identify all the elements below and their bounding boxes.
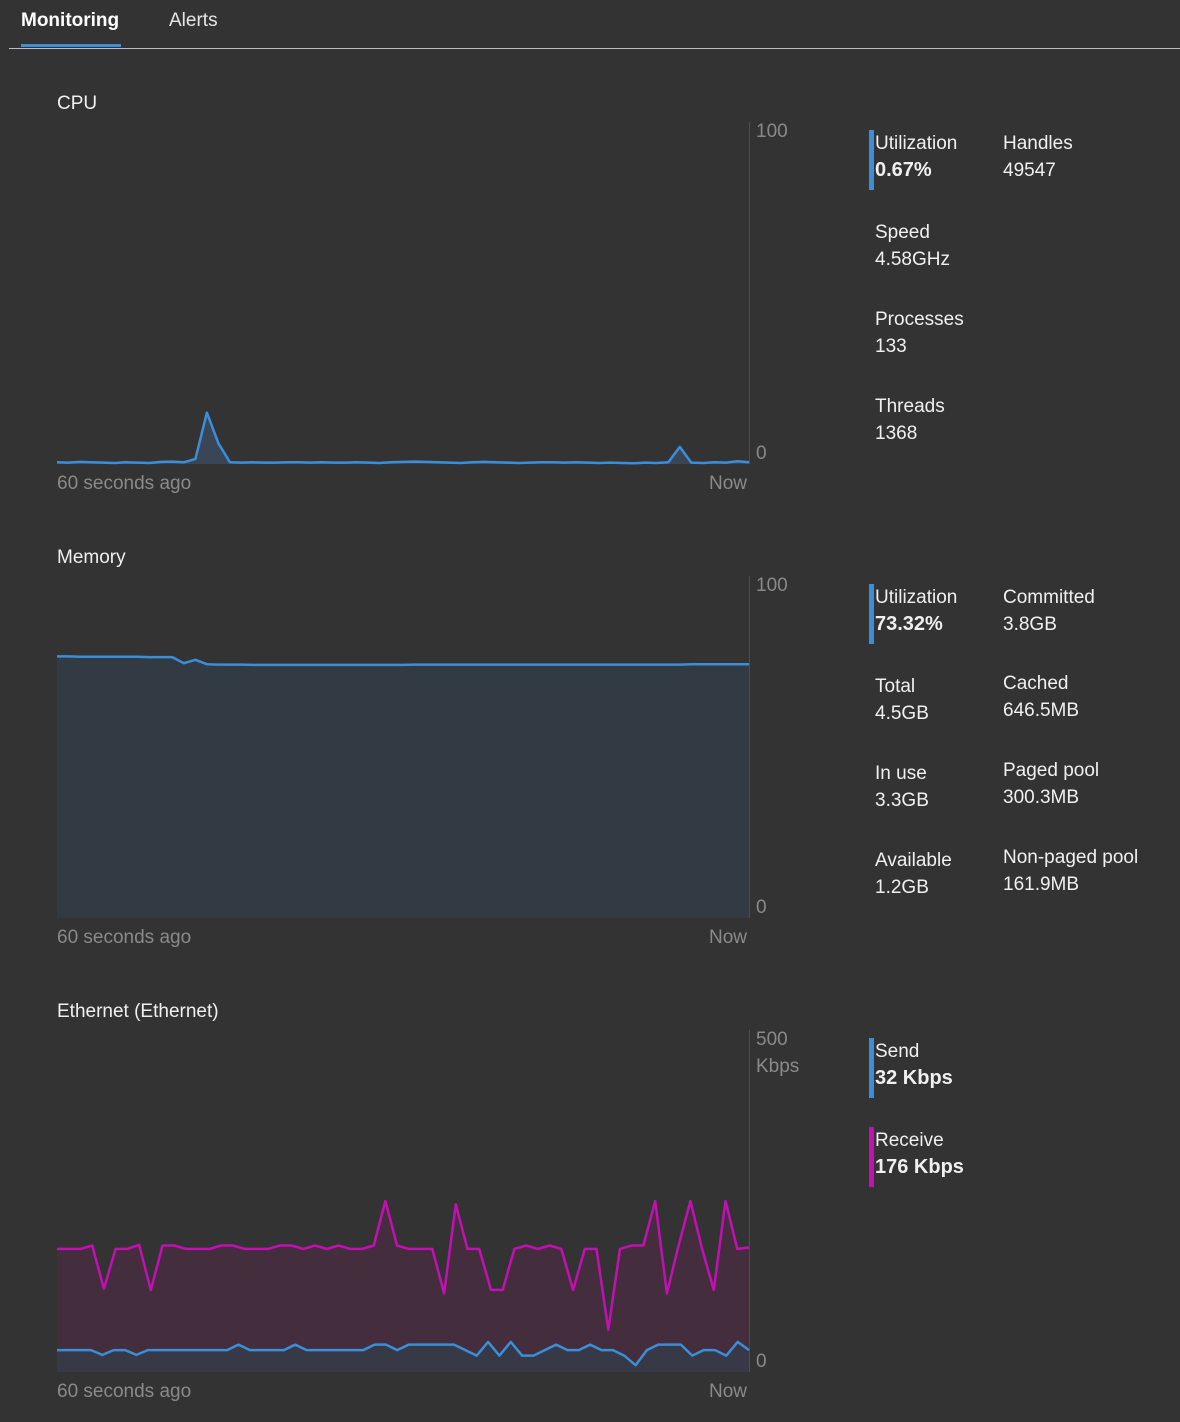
cpu-y-max-label: 100 xyxy=(756,121,788,142)
ethernet-send-accent xyxy=(869,1038,874,1098)
tab-bar: Monitoring Alerts xyxy=(9,0,1180,49)
ethernet-receive-stat: Receive 176 Kbps xyxy=(869,1127,964,1187)
ethernet-section-title: Ethernet (Ethernet) xyxy=(57,1001,219,1022)
cpu-utilization-area xyxy=(57,412,749,464)
stat-label: Utilization xyxy=(875,587,958,608)
cpu-chart xyxy=(56,122,750,465)
cpu-x-end-label: Now xyxy=(709,473,748,494)
stat-label: In use xyxy=(875,763,927,784)
ethernet-x-end-label: Now xyxy=(709,1381,748,1402)
stat-value: 4.58GHz xyxy=(875,249,950,270)
ethernet-receive-accent xyxy=(869,1127,874,1187)
cpu-x-start-label: 60 seconds ago xyxy=(57,473,192,494)
cpu-threads-stat: Threads 1368 xyxy=(875,393,945,447)
stat-label: Committed xyxy=(1003,587,1095,608)
stat-label: Non-paged pool xyxy=(1003,847,1139,868)
memory-paged-pool-stat: Paged pool 300.3MB xyxy=(1003,757,1099,811)
cpu-section-title: CPU xyxy=(57,93,98,114)
memory-available-stat: Available 1.2GB xyxy=(875,847,952,901)
tab-monitoring[interactable]: Monitoring xyxy=(21,10,120,31)
ethernet-send-stat: Send 32 Kbps xyxy=(869,1038,953,1098)
stat-label: Total xyxy=(875,676,916,697)
memory-x-start-label: 60 seconds ago xyxy=(57,927,192,948)
memory-utilization-area xyxy=(57,656,749,918)
memory-utilization-stat: Utilization 73.32% xyxy=(869,584,958,644)
ethernet-y-max-label: 500 xyxy=(756,1029,788,1050)
memory-chart-svg xyxy=(57,576,750,918)
ethernet-y-unit-label: Kbps xyxy=(756,1056,800,1077)
cpu-y-min-label: 0 xyxy=(756,443,767,464)
stat-value: 1.2GB xyxy=(875,877,929,898)
stat-value: 3.8GB xyxy=(1003,614,1057,635)
memory-y-min-label: 0 xyxy=(756,897,767,918)
ethernet-send-line xyxy=(57,1340,750,1367)
stat-label: Processes xyxy=(875,309,964,330)
memory-utilization-accent xyxy=(869,584,874,644)
ethernet-chart xyxy=(57,1030,750,1372)
stat-label: Paged pool xyxy=(1003,760,1100,781)
stat-value: 3.3GB xyxy=(875,790,929,811)
stat-value: 133 xyxy=(875,336,907,357)
memory-in-use-stat: In use 3.3GB xyxy=(875,760,929,814)
ethernet-receive-area xyxy=(57,1201,749,1372)
stat-value: 4.5GB xyxy=(875,703,929,724)
ethernet-receive-line xyxy=(57,1199,750,1331)
cpu-speed-stat: Speed 4.58GHz xyxy=(875,219,950,273)
ethernet-x-start-label: 60 seconds ago xyxy=(57,1381,192,1402)
cpu-utilization-line xyxy=(56,411,750,465)
stat-value: 646.5MB xyxy=(1003,700,1080,721)
stat-value: 300.3MB xyxy=(1003,787,1080,808)
active-tab-indicator xyxy=(21,44,121,47)
memory-total-stat: Total 4.5GB xyxy=(875,673,929,727)
ethernet-y-min-label: 0 xyxy=(756,1351,767,1372)
stat-value: 32 Kbps xyxy=(875,1067,953,1089)
stat-label: Cached xyxy=(1003,673,1069,694)
stat-label: Utilization xyxy=(875,133,958,154)
ethernet-chart-svg xyxy=(57,1030,750,1372)
memory-x-end-label: Now xyxy=(709,927,748,948)
tab-alerts[interactable]: Alerts xyxy=(169,10,218,31)
stat-label: Handles xyxy=(1003,133,1073,154)
stat-value: 161.9MB xyxy=(1003,874,1080,895)
stat-value: 1368 xyxy=(875,423,918,444)
cpu-processes-stat: Processes 133 xyxy=(875,306,964,360)
memory-non-paged-pool-stat: Non-paged pool 161.9MB xyxy=(1003,844,1138,898)
cpu-chart-svg xyxy=(56,122,750,465)
memory-y-max-label: 100 xyxy=(756,575,788,596)
memory-cached-stat: Cached 646.5MB xyxy=(1003,670,1079,724)
cpu-handles-stat: Handles 49547 xyxy=(1003,130,1073,184)
memory-chart xyxy=(57,576,750,918)
cpu-utilization-accent xyxy=(869,130,874,190)
cpu-utilization-stat: Utilization 0.67% xyxy=(869,130,958,190)
stat-value: 73.32% xyxy=(875,613,943,635)
stat-label: Send xyxy=(875,1041,920,1062)
stat-label: Threads xyxy=(875,396,945,417)
stat-value: 49547 xyxy=(1003,160,1056,181)
stat-label: Speed xyxy=(875,222,930,243)
stat-label: Receive xyxy=(875,1130,944,1151)
stat-value: 176 Kbps xyxy=(875,1156,964,1178)
stat-value: 0.67% xyxy=(875,159,932,181)
memory-utilization-line xyxy=(57,655,749,667)
memory-committed-stat: Committed 3.8GB xyxy=(1003,584,1095,638)
stat-label: Available xyxy=(875,850,952,871)
memory-section-title: Memory xyxy=(57,547,126,568)
